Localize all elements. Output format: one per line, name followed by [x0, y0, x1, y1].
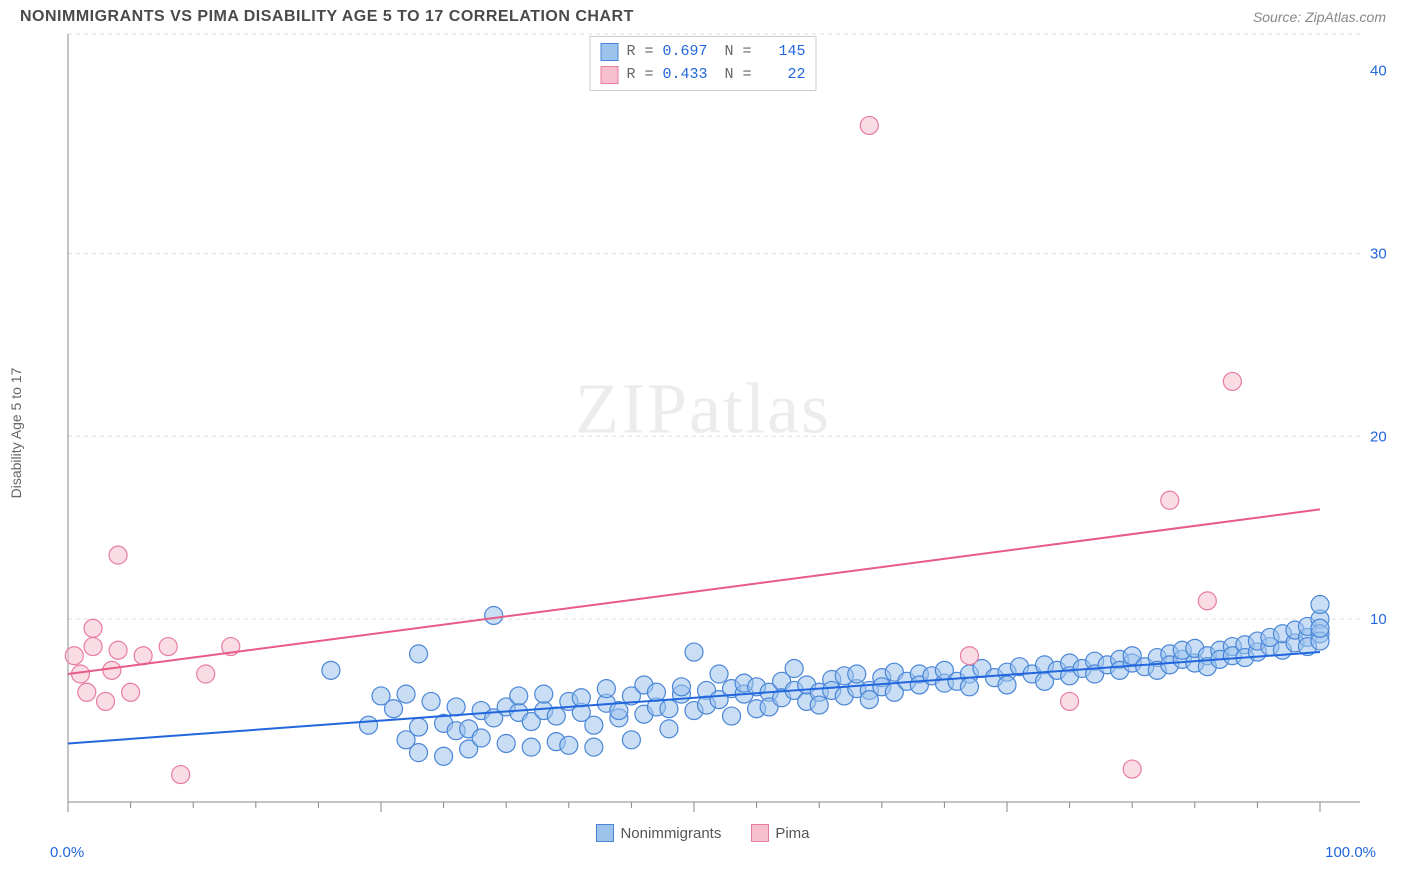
- x-axis-max: 100.0%: [1325, 844, 1376, 861]
- svg-text:20.0%: 20.0%: [1370, 428, 1386, 445]
- swatch-nonimmigrants: [600, 43, 618, 61]
- stats-row-nonimmigrants: R =0.697 N =145: [600, 41, 805, 64]
- n-value-1: 145: [760, 41, 806, 64]
- page-title: NONIMMIGRANTS VS PIMA DISABILITY AGE 5 T…: [20, 8, 634, 26]
- correlation-chart: Disability Age 5 to 17 10.0%20.0%30.0%40…: [20, 30, 1386, 820]
- y-axis-label: Disability Age 5 to 17: [8, 368, 24, 499]
- svg-text:40.0%: 40.0%: [1370, 63, 1386, 80]
- legend-swatch-pima: [751, 824, 769, 842]
- x-axis-min: 0.0%: [50, 844, 84, 861]
- svg-text:30.0%: 30.0%: [1370, 245, 1386, 262]
- r-value-2: 0.433: [662, 64, 708, 87]
- series-legend: Nonimmigrants Pima: [0, 824, 1406, 842]
- legend-item-nonimmigrants: Nonimmigrants: [596, 824, 721, 842]
- legend-label-1: Nonimmigrants: [620, 825, 721, 842]
- source-attribution: Source: ZipAtlas.com: [1253, 9, 1386, 25]
- legend-label-2: Pima: [775, 825, 809, 842]
- svg-text:10.0%: 10.0%: [1370, 611, 1386, 628]
- scatter-plot-svg: 10.0% 20.0% 30.0% 40.0%: [20, 30, 1386, 820]
- legend-item-pima: Pima: [751, 824, 809, 842]
- r-value-1: 0.697: [662, 41, 708, 64]
- swatch-pima: [600, 66, 618, 84]
- legend-swatch-nonimmigrants: [596, 824, 614, 842]
- n-value-2: 22: [760, 64, 806, 87]
- x-axis-labels: 0.0% 100.0%: [0, 844, 1406, 861]
- stats-legend: R =0.697 N =145 R =0.433 N =22: [589, 36, 816, 91]
- stats-row-pima: R =0.433 N =22: [600, 64, 805, 87]
